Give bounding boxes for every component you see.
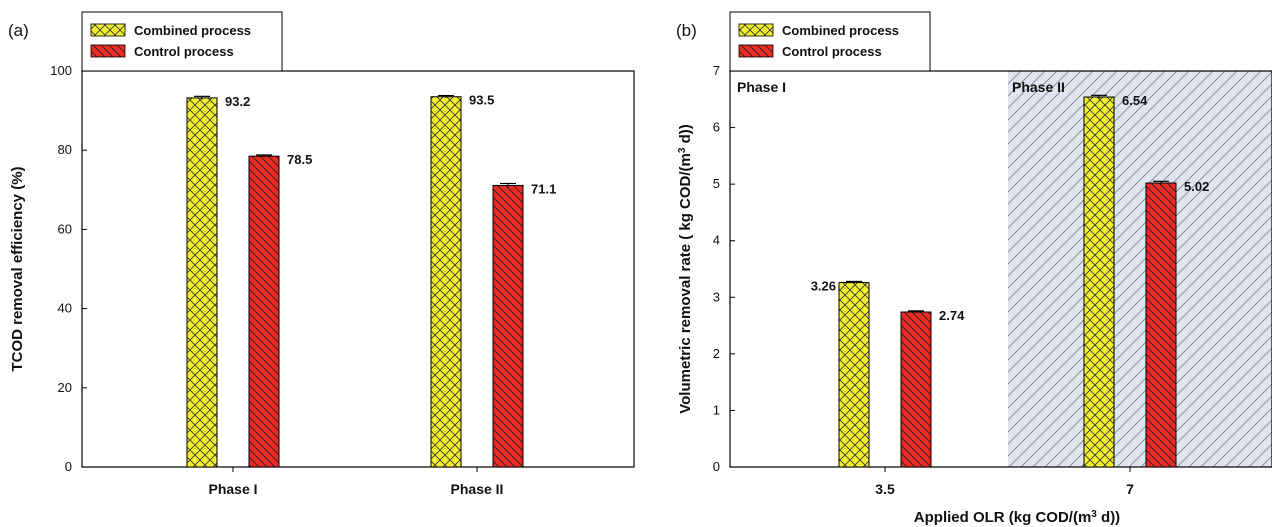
panel-a: (a) 0 20 40 60 80 100 93.2 78.5 93.5 71.1 Phase … — [8, 11, 635, 497]
bar-control-1 — [248, 155, 280, 468]
y-tick-label: 20 — [58, 380, 72, 395]
panel-a-tag: (a) — [8, 21, 29, 40]
bar-combined-2 — [430, 96, 462, 468]
panel-a-plot-frame — [81, 70, 635, 468]
panel-b-bars: 3.26 2.74 6.54 5.02 — [811, 93, 1209, 468]
legend-label-control: Control process — [782, 44, 882, 59]
panel-b-plot-frame — [729, 70, 1272, 468]
data-label: 78.5 — [287, 152, 312, 167]
y-tick-label: 1 — [713, 402, 720, 417]
region-label-phase-i: Phase I — [737, 79, 786, 95]
x-tick-label: 7 — [1126, 481, 1134, 497]
data-label: 71.1 — [531, 181, 556, 196]
y-tick-label: 40 — [58, 301, 72, 316]
data-label: 6.54 — [1122, 93, 1148, 108]
data-label: 2.74 — [939, 308, 965, 323]
phase-ii-shaded-region — [1008, 71, 1272, 467]
data-label: 93.5 — [469, 93, 494, 108]
legend-swatch-control — [90, 44, 126, 58]
legend-swatch-combined — [90, 23, 126, 37]
panel-b-y-axis-title: Volumetric removal rate ( kg COD/(m3 d)) — [677, 124, 695, 414]
legend-label-control: Control process — [134, 44, 234, 59]
bar-control-2 — [492, 184, 524, 468]
y-tick-label: 0 — [713, 459, 720, 474]
panel-a-y-axis-title: TCOD removal efficiency (%) — [9, 166, 26, 371]
bar-control-2 — [1145, 182, 1177, 468]
x-tick-label: 3.5 — [875, 481, 895, 497]
x-tick-label: Phase I — [208, 481, 257, 497]
panel-b: (b) Phase I Phase II 0 1 2 3 4 5 6 7 3.26 2.74 6.… — [676, 11, 1272, 527]
y-tick-label: 4 — [713, 233, 720, 248]
data-label: 93.2 — [225, 94, 250, 109]
y-tick-label: 5 — [713, 176, 720, 191]
y-tick-label: 7 — [713, 63, 720, 78]
panel-b-legend: Combined process Control process — [729, 11, 931, 72]
panel-b-y-axis: 0 1 2 3 4 5 6 7 — [713, 63, 735, 474]
legend-label-combined: Combined process — [134, 23, 251, 38]
bar-combined-2 — [1083, 96, 1115, 468]
bar-combined-1 — [838, 282, 870, 468]
bar-combined-1 — [186, 97, 218, 468]
x-tick-label: Phase II — [451, 481, 504, 497]
y-tick-label: 100 — [50, 63, 72, 78]
data-label: 5.02 — [1184, 179, 1209, 194]
y-tick-label: 3 — [713, 289, 720, 304]
y-tick-label: 2 — [713, 346, 720, 361]
legend-label-combined: Combined process — [782, 23, 899, 38]
panel-a-x-axis: Phase I Phase II — [208, 467, 503, 497]
y-tick-label: 6 — [713, 120, 720, 135]
region-label-phase-ii: Phase II — [1012, 79, 1065, 95]
panel-b-x-axis: 3.5 7 — [875, 467, 1134, 497]
panel-b-x-axis-title: Applied OLR (kg COD/(m3 d)) — [914, 509, 1120, 527]
panel-a-legend: Combined process Control process — [81, 11, 283, 72]
panel-b-tag: (b) — [676, 21, 697, 40]
y-tick-label: 0 — [65, 459, 72, 474]
legend-swatch-combined — [738, 23, 774, 37]
panel-a-bars: 93.2 78.5 93.5 71.1 — [186, 93, 556, 468]
y-tick-label: 60 — [58, 221, 72, 236]
y-tick-label: 80 — [58, 142, 72, 157]
bar-control-1 — [900, 311, 932, 468]
data-label: 3.26 — [811, 279, 836, 294]
legend-swatch-control — [738, 44, 774, 58]
